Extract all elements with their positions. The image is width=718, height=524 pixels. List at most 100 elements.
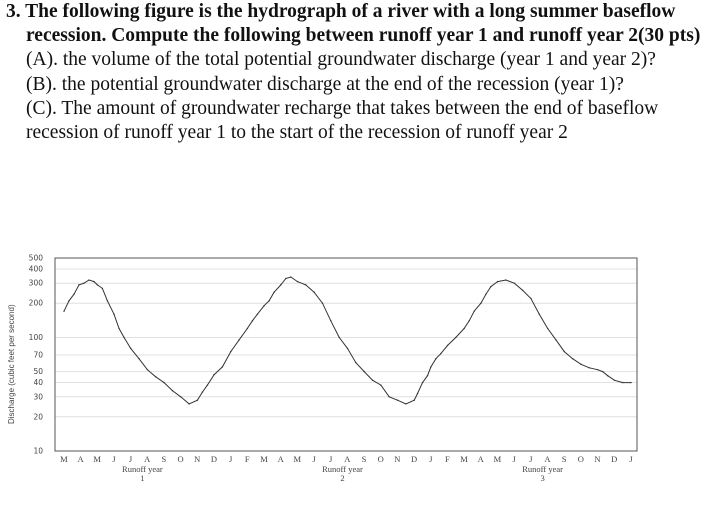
data-point	[155, 376, 157, 378]
data-point	[101, 287, 104, 290]
y-axis-ticks: 500 400 300 200 100 70 50 40 30 20 10	[29, 254, 44, 456]
x-month-label: S	[162, 454, 167, 464]
x-month-label: S	[562, 454, 567, 464]
x-month-label: N	[394, 454, 400, 464]
data-point	[106, 300, 109, 302]
data-point	[446, 344, 449, 347]
x-month-label: M	[494, 454, 502, 464]
x-month-label: A	[544, 454, 551, 464]
x-month-label: O	[578, 454, 584, 464]
data-point	[256, 313, 259, 315]
y-tick-label: 300	[29, 279, 44, 288]
data-point	[123, 336, 125, 339]
y-tick-label: 10	[33, 447, 43, 456]
data-point	[206, 384, 209, 386]
data-point	[296, 280, 299, 283]
data-point	[588, 367, 591, 369]
data-point	[346, 347, 349, 350]
x-month-label: J	[429, 454, 433, 464]
data-point	[246, 327, 249, 330]
data-point	[596, 368, 599, 371]
question-part-a: (A). the volume of the total potential g…	[26, 49, 656, 71]
grid-lines	[55, 257, 637, 452]
data-point	[130, 347, 132, 350]
data-point	[313, 291, 315, 293]
data-point	[538, 313, 540, 315]
x-month-label: F	[445, 454, 450, 464]
data-point	[201, 391, 204, 393]
data-point	[388, 396, 390, 398]
discharge-points	[63, 276, 632, 405]
data-point	[96, 284, 99, 286]
data-point	[606, 375, 609, 377]
data-point	[530, 297, 532, 300]
data-point	[555, 339, 557, 341]
y-tick-label: 70	[33, 350, 43, 359]
y-tick-label: 100	[29, 333, 44, 342]
data-point	[563, 350, 565, 353]
y-tick-label: 200	[29, 299, 44, 308]
x-month-label: M	[260, 454, 268, 464]
x-month-label: J	[329, 454, 333, 464]
data-point	[321, 302, 324, 304]
data-point	[416, 392, 419, 395]
x-month-label: O	[378, 454, 384, 464]
data-point	[88, 279, 90, 281]
runoff-year-number: 3	[540, 473, 544, 483]
data-point	[238, 339, 240, 341]
x-month-label: O	[178, 454, 184, 464]
data-point	[68, 300, 70, 302]
data-point	[180, 396, 182, 398]
x-month-label: A	[77, 454, 84, 464]
data-point	[290, 276, 292, 278]
data-point	[73, 293, 75, 295]
y-tick-label: 30	[33, 392, 43, 401]
x-month-label: F	[245, 454, 250, 464]
data-point	[505, 279, 507, 281]
data-point	[355, 361, 357, 364]
question-text: 3. The following figure is the hydrograp…	[6, 0, 716, 145]
data-point	[188, 403, 190, 405]
data-point	[380, 384, 382, 386]
y-tick-label: 40	[33, 378, 43, 387]
data-point	[330, 320, 332, 322]
data-point	[440, 352, 442, 355]
x-month-label: M	[294, 454, 302, 464]
x-month-label: D	[411, 454, 417, 464]
data-point	[221, 366, 224, 368]
data-point	[285, 277, 287, 280]
data-point	[280, 284, 282, 286]
data-point	[521, 289, 524, 291]
data-point	[571, 357, 574, 360]
data-point	[363, 370, 365, 373]
data-point	[230, 350, 232, 353]
data-point	[601, 370, 604, 373]
data-point	[421, 381, 424, 384]
runoff-year-label: Runoff year	[522, 464, 563, 474]
runoff-year-label: Runoff year	[322, 464, 363, 474]
x-month-label: J	[629, 454, 633, 464]
x-month-label: J	[312, 454, 316, 464]
data-point	[621, 381, 624, 384]
data-point	[371, 379, 374, 381]
data-point	[435, 357, 437, 360]
x-month-label: M	[460, 454, 468, 464]
x-month-label: A	[344, 454, 351, 464]
x-month-label: N	[194, 454, 200, 464]
y-tick-label: 400	[29, 265, 44, 274]
data-point	[338, 336, 340, 339]
x-month-label: N	[594, 454, 600, 464]
data-point	[485, 293, 487, 295]
data-point	[251, 320, 254, 322]
data-point	[463, 327, 465, 330]
data-point	[118, 327, 120, 330]
x-month-label: J	[529, 454, 533, 464]
data-point	[468, 320, 470, 322]
x-month-label: S	[362, 454, 367, 464]
x-month-label: J	[512, 454, 516, 464]
data-point	[473, 310, 475, 312]
data-point	[580, 363, 582, 365]
data-point	[396, 399, 399, 401]
x-month-label: J	[112, 454, 116, 464]
